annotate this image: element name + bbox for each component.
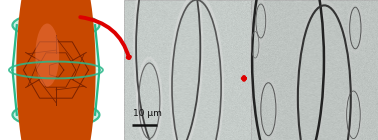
Ellipse shape	[12, 13, 99, 38]
Polygon shape	[12, 70, 99, 115]
Ellipse shape	[12, 102, 99, 127]
Polygon shape	[12, 25, 99, 70]
FancyArrowPatch shape	[243, 77, 245, 80]
Text: 10 μm: 10 μm	[133, 109, 162, 118]
Ellipse shape	[16, 0, 96, 140]
Bar	[0, 0, 124, 140]
FancyArrowPatch shape	[80, 17, 130, 58]
Bar	[124, 0, 251, 140]
Ellipse shape	[35, 24, 59, 87]
Bar	[251, 0, 378, 140]
